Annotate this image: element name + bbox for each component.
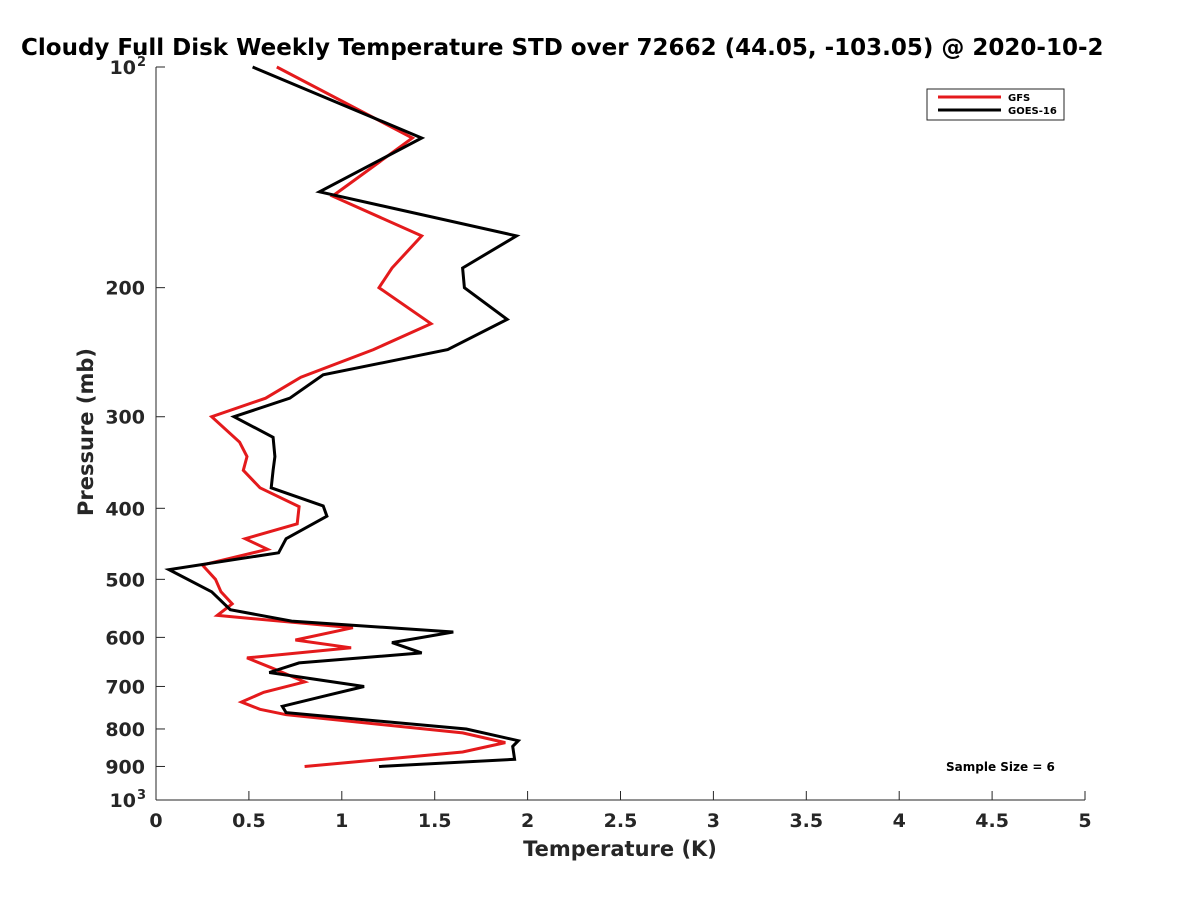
legend-label-gfs: GFS bbox=[1008, 93, 1030, 104]
legend-label-goes16: GOES-16 bbox=[1008, 106, 1057, 117]
y-tick-label: 700 bbox=[105, 676, 145, 698]
series-line-gfs bbox=[199, 65, 506, 768]
chart-title: Cloudy Full Disk Weekly Temperature STD … bbox=[21, 35, 1104, 61]
y-tick-label: 600 bbox=[105, 627, 145, 649]
x-tick-label: 0.5 bbox=[232, 810, 266, 832]
y-tick-exponent: 2 bbox=[137, 55, 146, 70]
series-line-goes-16 bbox=[164, 65, 522, 768]
series-lines bbox=[164, 65, 522, 768]
x-tick-label: 4.5 bbox=[975, 810, 1009, 832]
legend: GFS GOES-16 bbox=[926, 88, 1065, 121]
y-tick-label: 400 bbox=[105, 498, 145, 520]
x-tick-label: 3.5 bbox=[789, 810, 823, 832]
y-tick-label: 200 bbox=[105, 278, 145, 300]
y-tick-label: 300 bbox=[105, 407, 145, 429]
y-tick-label: 10 bbox=[110, 790, 136, 812]
y-tick-label: 800 bbox=[105, 719, 145, 741]
plot-area: 0 0.5 1 1.5 2 2.5 3 3.5 4 4.5 5 10 2200300400500600… bbox=[105, 55, 1091, 832]
x-tick-label: 1.5 bbox=[418, 810, 452, 832]
y-tick-label: 10 bbox=[110, 57, 136, 79]
sample-size-annotation: Sample Size = 6 bbox=[946, 760, 1055, 774]
y-axis-label: Pressure (mb) bbox=[74, 348, 98, 516]
y-tick-label: 500 bbox=[105, 569, 145, 591]
y-tick-label: 900 bbox=[105, 756, 145, 778]
x-axis-label: Temperature (K) bbox=[523, 837, 717, 861]
x-tick-label: 5 bbox=[1078, 810, 1091, 832]
x-ticks: 0 0.5 1 1.5 2 2.5 3 3.5 4 4.5 5 bbox=[149, 791, 1092, 832]
x-tick-label: 0 bbox=[149, 810, 162, 832]
x-tick-label: 2 bbox=[521, 810, 534, 832]
x-tick-label: 1 bbox=[335, 810, 348, 832]
x-tick-label: 3 bbox=[707, 810, 720, 832]
x-tick-label: 2.5 bbox=[604, 810, 638, 832]
x-tick-label: 4 bbox=[893, 810, 906, 832]
legend-box bbox=[926, 88, 1065, 121]
y-tick-exponent: 3 bbox=[137, 788, 146, 803]
